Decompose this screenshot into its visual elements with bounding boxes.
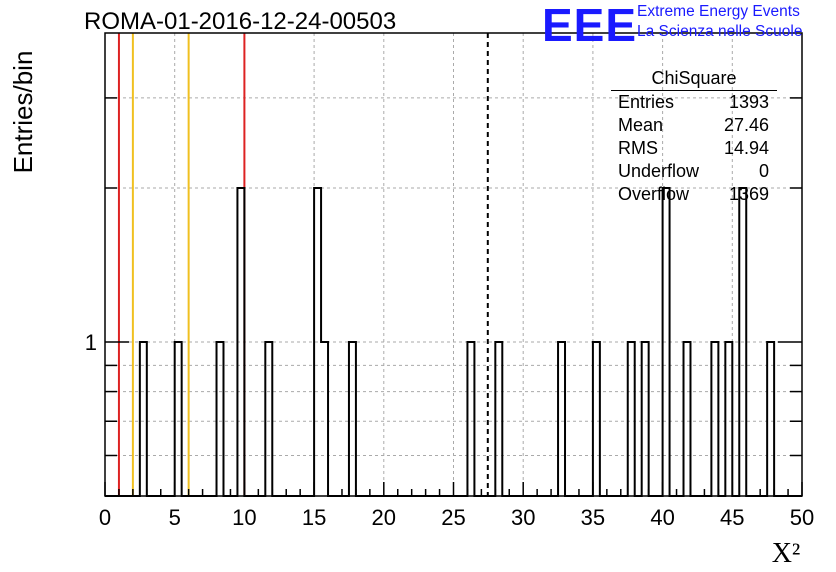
x-tick-label: 45 (720, 505, 744, 530)
logo-line-2: La Scienza nelle Scuole (637, 23, 803, 40)
x-tick-label: 30 (511, 505, 535, 530)
x-tick-label: 0 (99, 505, 111, 530)
stats-value: 27.46 (723, 115, 769, 135)
stats-value: 1393 (728, 92, 769, 112)
x-tick-label: 40 (650, 505, 674, 530)
y-tick-label: 1 (85, 330, 97, 355)
stats-label: Underflow (618, 161, 700, 181)
axes (104, 32, 803, 497)
stats-label: Overflow (618, 184, 690, 204)
logo-line-1: Extreme Energy Events (637, 3, 800, 20)
stats-box: ChiSquare Entries 1393 Mean 27.46 RMS 14… (611, 66, 777, 206)
stats-label: Entries (618, 92, 675, 112)
y-tick-labels: 1 (85, 330, 97, 355)
stats-row-overflow: Overflow 1369 (611, 183, 777, 206)
stats-value: 14.94 (723, 138, 769, 158)
stats-row-underflow: Underflow 0 (611, 160, 777, 183)
x-tick-label: 35 (581, 505, 605, 530)
eee-logo: EEE (542, 2, 637, 46)
x-tick-label: 10 (232, 505, 256, 530)
stats-value: 1369 (728, 184, 769, 204)
stats-label: Mean (618, 115, 664, 135)
logo-caption: Extreme Energy Events La Scienza nelle S… (637, 2, 802, 42)
logo-text: EEE (542, 2, 637, 46)
x-axis-label: X² (772, 538, 801, 569)
x-tick-label: 25 (441, 505, 465, 530)
y-axis-label: Entries/bin (8, 51, 38, 174)
stats-value: 0 (758, 161, 769, 181)
x-tick-label: 50 (790, 505, 814, 530)
x-tick-label: 15 (302, 505, 326, 530)
x-tick-label: 5 (169, 505, 181, 530)
stats-label: RMS (618, 138, 658, 158)
stats-row-entries: Entries 1393 (611, 91, 777, 114)
stats-title: ChiSquare (611, 66, 777, 91)
x-tick-labels: 0 5 10 15 20 25 30 35 40 45 50 (99, 505, 814, 530)
stats-row-mean: Mean 27.46 (611, 114, 777, 137)
stats-row-rms: RMS 14.94 (611, 137, 777, 160)
x-tick-label: 20 (372, 505, 396, 530)
chart-title: ROMA-01-2016-12-24-00503 (84, 8, 397, 35)
